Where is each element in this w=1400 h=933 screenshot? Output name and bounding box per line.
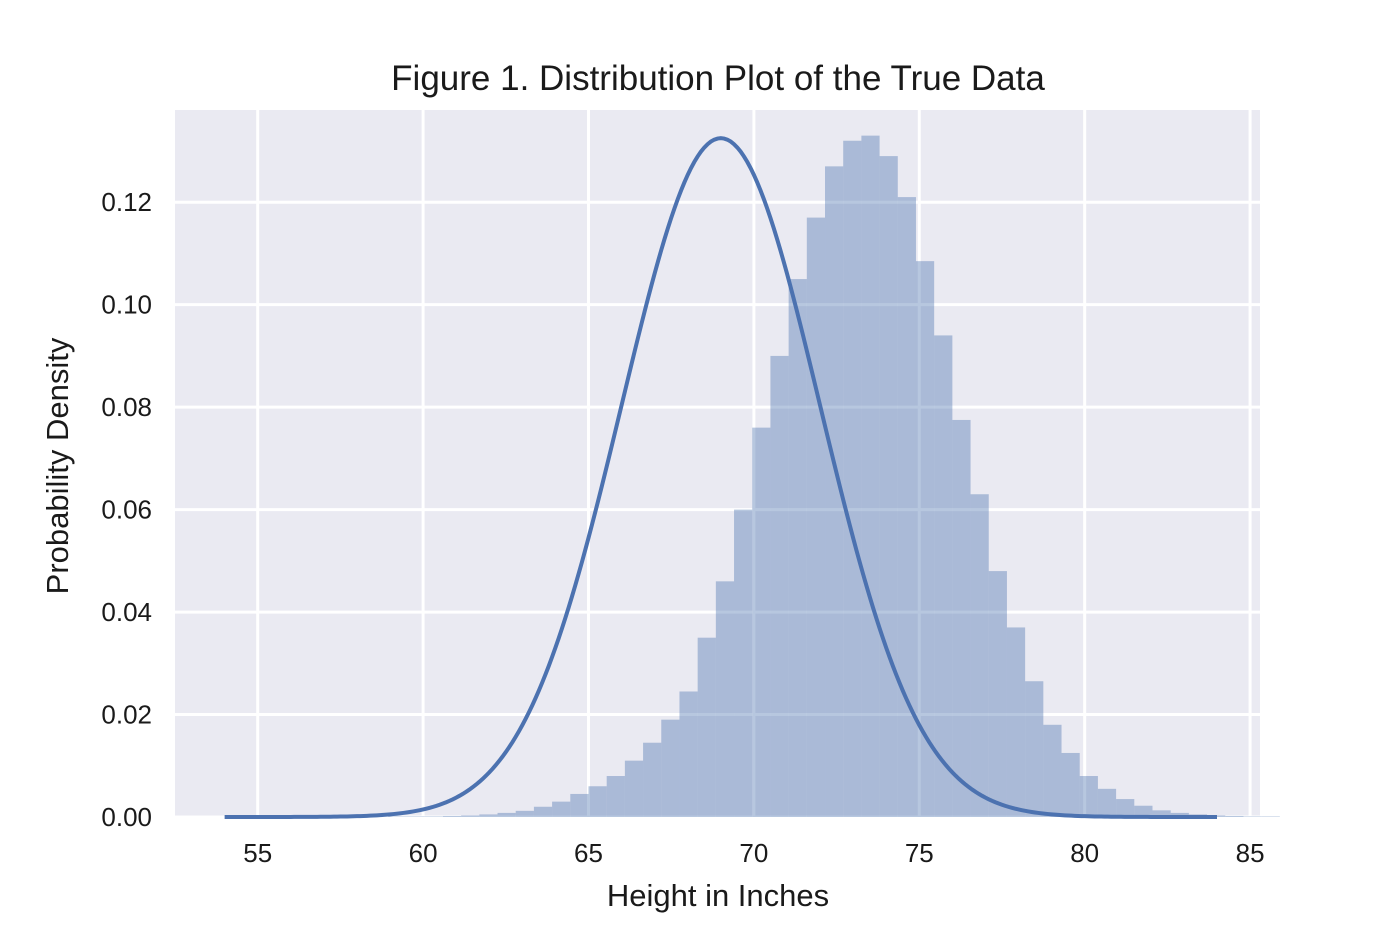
histogram-bar xyxy=(1061,752,1080,817)
histogram-bar xyxy=(861,135,880,817)
y-tick-label: 0.04 xyxy=(101,597,152,627)
histogram-bar xyxy=(643,742,662,817)
histogram-bars xyxy=(388,135,1280,818)
histogram-bar xyxy=(1152,810,1171,817)
y-tick-label: 0.06 xyxy=(101,495,152,525)
y-tick-label: 0.08 xyxy=(101,392,152,422)
histogram-bar xyxy=(1079,776,1098,817)
histogram-bar xyxy=(1006,627,1026,817)
histogram-bar xyxy=(1225,815,1244,817)
histogram-bar xyxy=(588,786,607,817)
histogram-bar xyxy=(843,140,862,817)
histogram-bar xyxy=(461,815,480,817)
x-tick-label: 55 xyxy=(243,838,272,868)
x-tick-label: 80 xyxy=(1070,838,1099,868)
histogram-bar xyxy=(1116,799,1135,817)
histogram-bar xyxy=(915,261,935,818)
histogram-bar xyxy=(497,812,516,817)
y-axis-label: Probability Density xyxy=(40,337,75,594)
histogram-bar xyxy=(988,571,1007,817)
histogram-bar xyxy=(952,419,971,817)
y-tick-label: 0.00 xyxy=(101,802,152,832)
histogram-bar xyxy=(734,509,753,817)
histogram-bar xyxy=(442,815,462,817)
histogram-bar xyxy=(1170,812,1189,817)
y-axis-ticks: 0.00 0.02 0.04 0.06 0.08 0.10 0.12 xyxy=(101,187,152,832)
histogram-bar xyxy=(879,156,898,817)
histogram-bar xyxy=(970,494,989,817)
x-axis-label: Height in Inches xyxy=(607,878,829,913)
histogram-bar xyxy=(406,816,425,817)
histogram-bar xyxy=(1025,681,1044,817)
histogram-bar xyxy=(1043,724,1062,817)
x-tick-label: 75 xyxy=(905,838,934,868)
y-tick-label: 0.10 xyxy=(101,290,152,320)
histogram-bar xyxy=(752,427,771,817)
histogram-bar xyxy=(533,806,553,817)
x-tick-label: 60 xyxy=(409,838,438,868)
histogram-bar xyxy=(515,810,534,817)
histogram-bar xyxy=(570,793,589,817)
histogram-bar xyxy=(806,217,826,817)
chart-title: Figure 1. Distribution Plot of the True … xyxy=(391,59,1045,98)
x-tick-label: 65 xyxy=(574,838,603,868)
histogram-bar xyxy=(934,335,953,817)
histogram-bar xyxy=(1243,816,1262,817)
histogram-bar xyxy=(624,760,644,817)
histogram-bar xyxy=(1134,805,1153,817)
y-tick-label: 0.12 xyxy=(101,187,152,217)
histogram-bar xyxy=(1097,788,1117,817)
histogram-bar xyxy=(388,816,407,817)
histogram-bar xyxy=(552,801,571,817)
histogram-bar xyxy=(897,197,916,817)
histogram-bar xyxy=(479,814,498,817)
x-axis-ticks: 55 60 65 70 75 80 85 xyxy=(243,838,1264,868)
histogram-bar xyxy=(788,279,807,818)
x-tick-label: 70 xyxy=(739,838,768,868)
histogram-bar xyxy=(679,691,698,817)
histogram-bar xyxy=(825,166,844,817)
x-tick-label: 85 xyxy=(1236,838,1265,868)
histogram-bar xyxy=(424,816,443,817)
kde-curve xyxy=(224,136,1217,819)
histogram-bar xyxy=(661,719,680,817)
histogram-bar xyxy=(770,355,789,817)
histogram-bar xyxy=(715,581,735,817)
plot-area xyxy=(175,110,1260,817)
y-tick-label: 0.02 xyxy=(101,700,152,730)
histogram-bar xyxy=(606,776,625,817)
histogram-bar xyxy=(1261,816,1280,817)
histogram-bar xyxy=(697,637,716,817)
